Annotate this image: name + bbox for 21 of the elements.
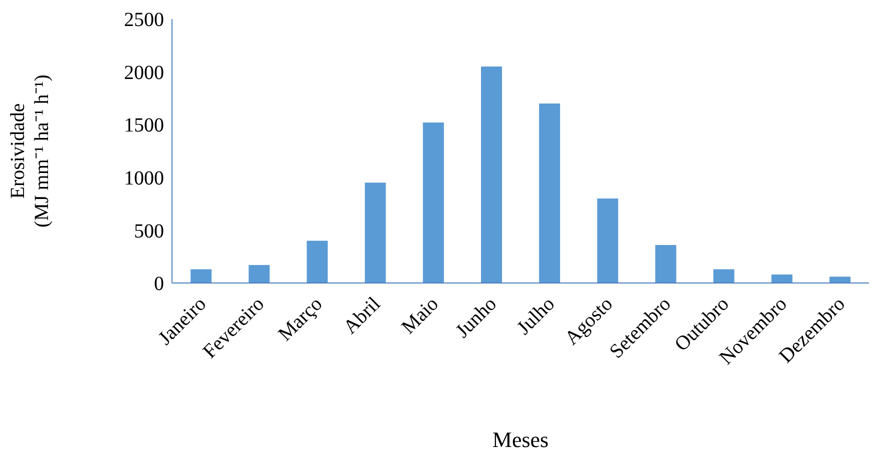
bar (422, 122, 444, 283)
y-tick-label: 1000 (124, 168, 164, 190)
bar (190, 269, 212, 283)
y-axis-title: Erosividade (MJ mm⁻¹ ha⁻¹ h⁻¹) (7, 74, 53, 228)
bar (248, 265, 270, 283)
bar (713, 269, 734, 283)
x-axis-title: Meses (492, 427, 549, 452)
bar (655, 244, 676, 283)
bar (771, 274, 792, 283)
y-tick-label: 2000 (124, 62, 164, 84)
x-tick-label: Maio (398, 292, 443, 338)
bar (481, 66, 502, 283)
bar (306, 240, 328, 283)
y-tick-label: 500 (134, 220, 164, 242)
bar (364, 182, 386, 283)
bar (597, 198, 618, 283)
y-tick-label: 2500 (124, 9, 164, 32)
y-tick-label: 1500 (124, 114, 164, 137)
y-tick-label: 0 (154, 273, 164, 296)
bar (539, 103, 560, 283)
bar (830, 276, 851, 283)
